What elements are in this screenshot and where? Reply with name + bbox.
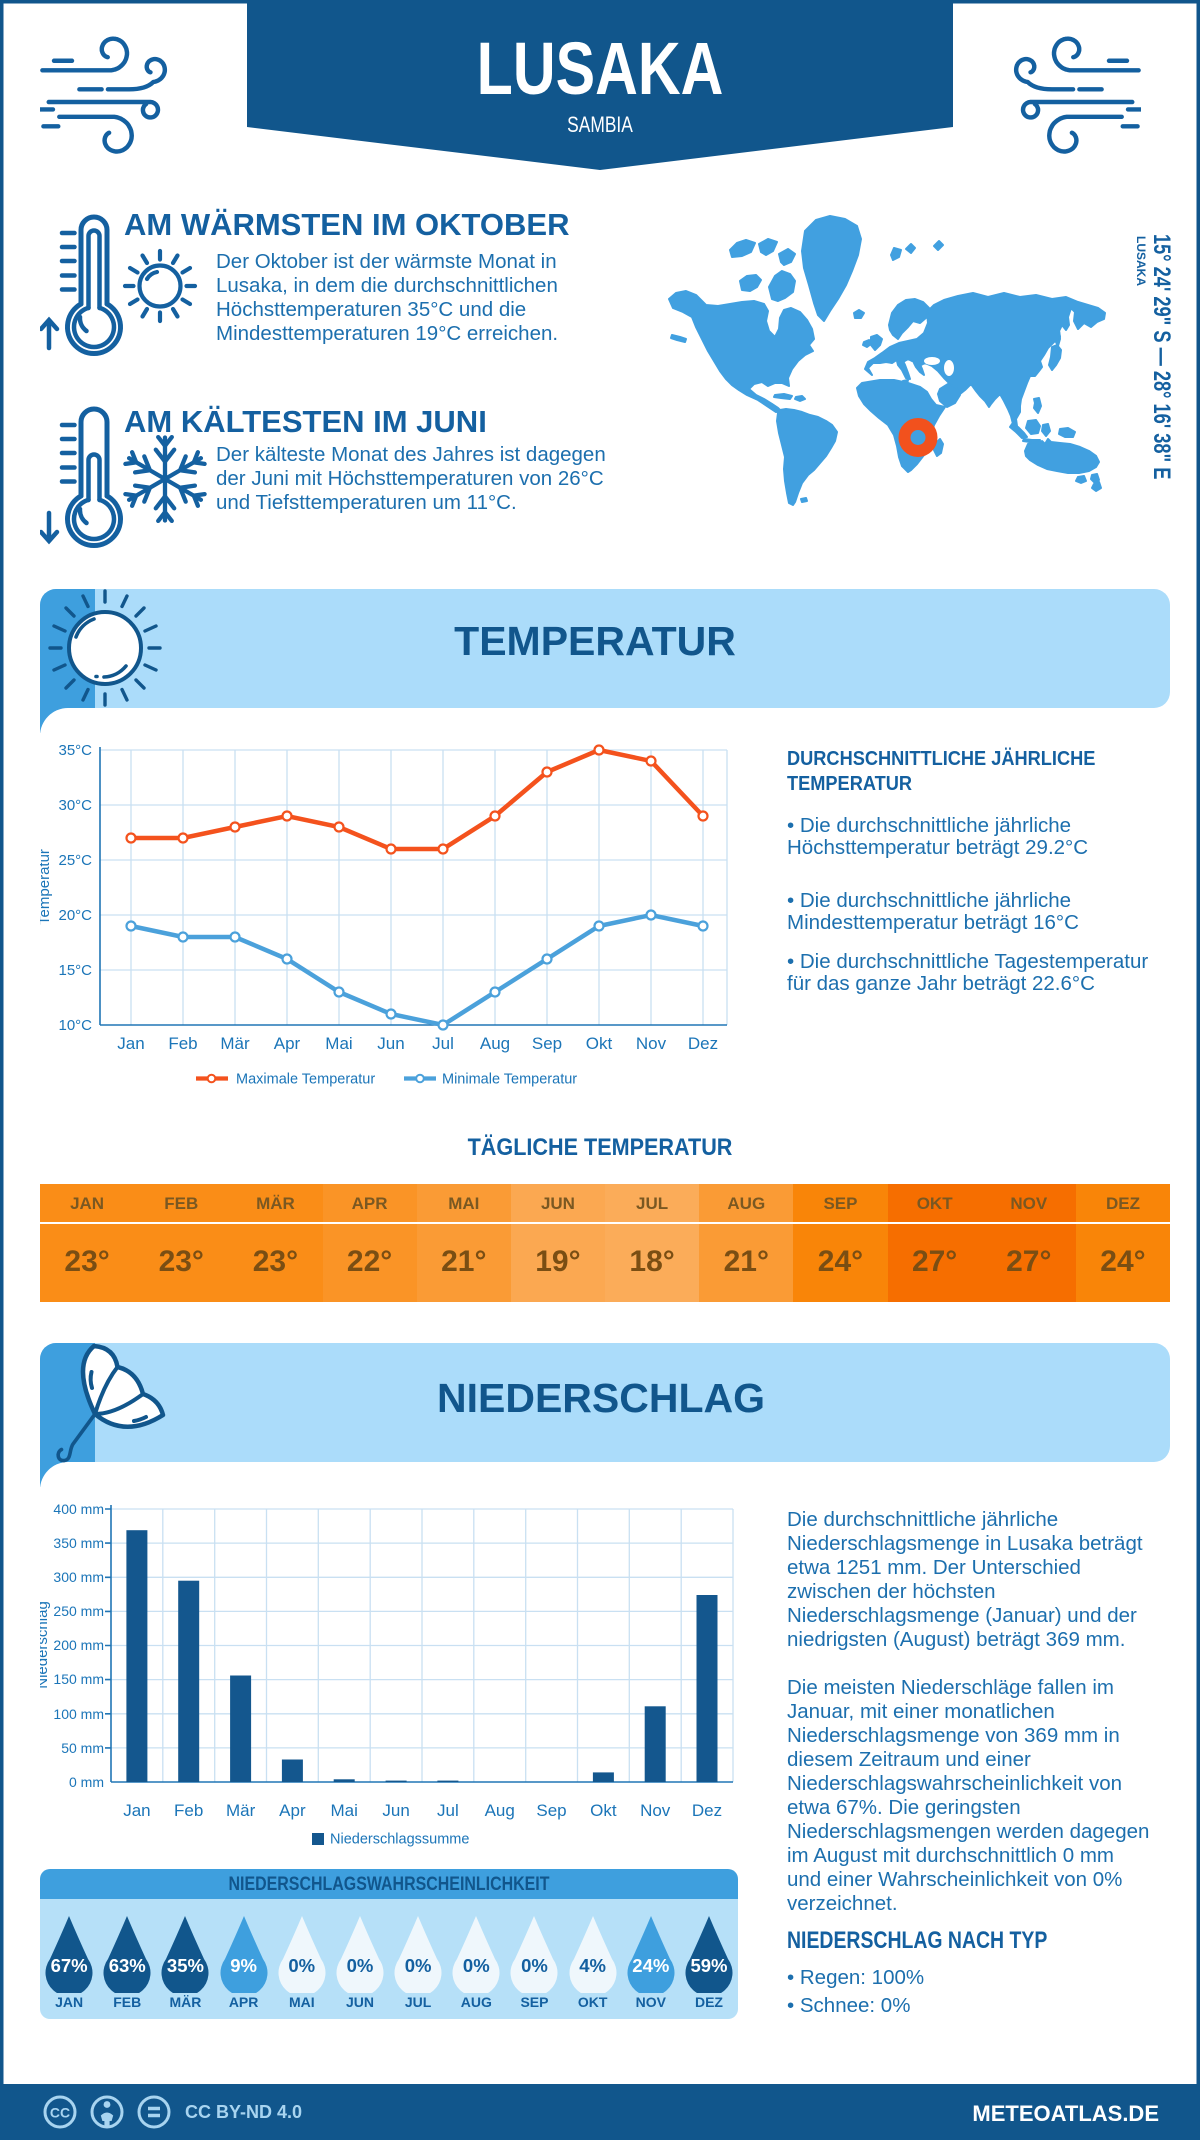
svg-text:Niederschlag: Niederschlag (40, 1601, 51, 1689)
svg-text:10°C: 10°C (58, 1017, 92, 1034)
svg-text:0 mm: 0 mm (69, 1774, 104, 1790)
svg-text:Mai: Mai (330, 1801, 357, 1820)
svg-text:Okt: Okt (586, 1034, 613, 1053)
svg-text:Jan: Jan (117, 1034, 144, 1053)
svg-text:Jan: Jan (123, 1801, 150, 1820)
svg-text:Jul: Jul (432, 1034, 454, 1053)
svg-text:50 mm: 50 mm (61, 1740, 104, 1756)
svg-text:100 mm: 100 mm (53, 1706, 104, 1722)
svg-text:Jun: Jun (382, 1801, 409, 1820)
svg-text:Okt: Okt (590, 1801, 617, 1820)
svg-text:Sep: Sep (536, 1801, 566, 1820)
svg-text:Jun: Jun (377, 1034, 404, 1053)
svg-text:Apr: Apr (279, 1801, 306, 1820)
svg-text:Nov: Nov (636, 1034, 667, 1053)
svg-text:25°C: 25°C (58, 852, 92, 869)
svg-text:Mär: Mär (220, 1034, 250, 1053)
svg-text:Minimale Temperatur: Minimale Temperatur (442, 1072, 577, 1088)
svg-text:35°C: 35°C (58, 742, 92, 759)
svg-text:Feb: Feb (168, 1034, 197, 1053)
svg-text:Niederschlagssumme: Niederschlagssumme (330, 1832, 469, 1848)
svg-text:250 mm: 250 mm (53, 1603, 104, 1619)
svg-text:Sep: Sep (532, 1034, 562, 1053)
svg-text:Apr: Apr (274, 1034, 301, 1053)
svg-text:400 mm: 400 mm (53, 1501, 104, 1517)
svg-text:Mär: Mär (226, 1801, 256, 1820)
svg-text:350 mm: 350 mm (53, 1535, 104, 1551)
svg-text:15°C: 15°C (58, 962, 92, 979)
svg-text:Dez: Dez (688, 1034, 718, 1053)
svg-text:Maximale Temperatur: Maximale Temperatur (236, 1072, 375, 1088)
svg-text:30°C: 30°C (58, 797, 92, 814)
svg-text:300 mm: 300 mm (53, 1569, 104, 1585)
svg-text:Aug: Aug (480, 1034, 510, 1053)
svg-text:CC: CC (50, 2105, 70, 2121)
svg-text:200 mm: 200 mm (53, 1637, 104, 1653)
svg-text:Jul: Jul (437, 1801, 459, 1820)
svg-text:Temperatur: Temperatur (40, 849, 53, 925)
svg-text:150 mm: 150 mm (53, 1671, 104, 1687)
svg-text:Nov: Nov (640, 1801, 671, 1820)
svg-text:Aug: Aug (485, 1801, 515, 1820)
svg-text:Feb: Feb (174, 1801, 203, 1820)
svg-text:Mai: Mai (325, 1034, 352, 1053)
svg-text:Dez: Dez (692, 1801, 722, 1820)
svg-text:20°C: 20°C (58, 907, 92, 924)
